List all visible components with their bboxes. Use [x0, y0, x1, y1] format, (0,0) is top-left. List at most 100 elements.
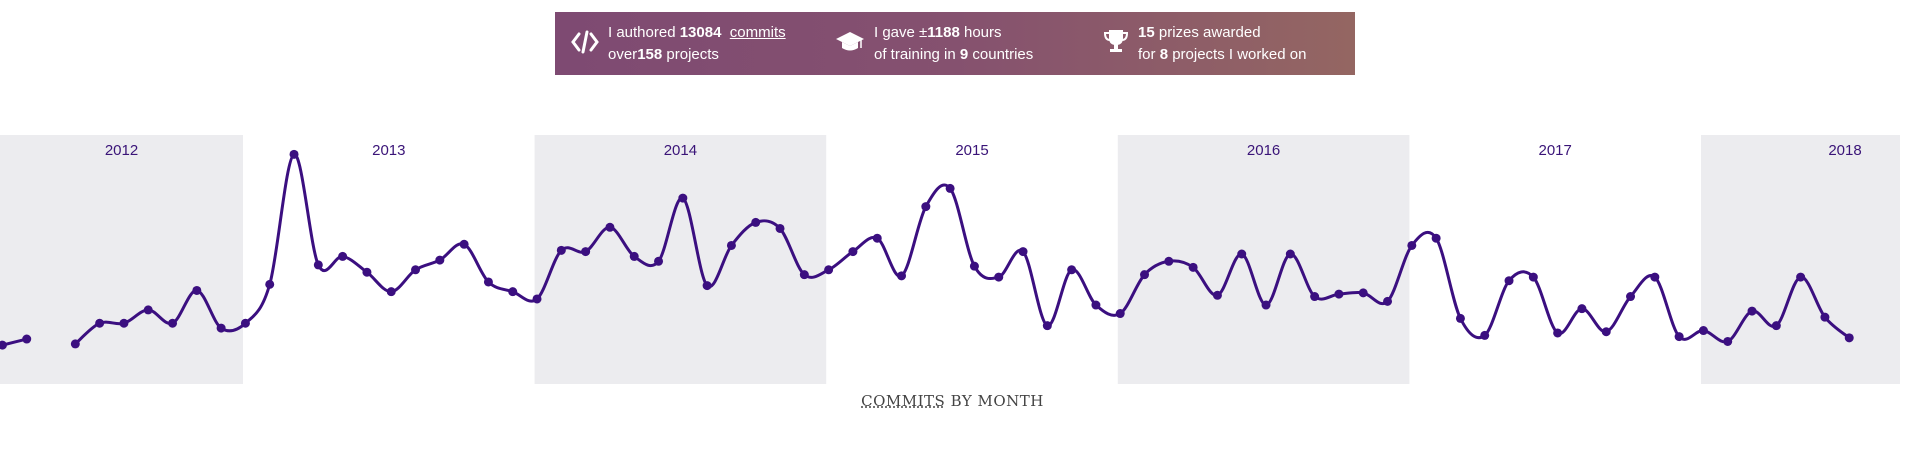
month-point	[508, 287, 518, 297]
month-point	[1674, 332, 1684, 342]
text: I authored	[608, 24, 680, 41]
month-point	[435, 255, 445, 265]
month-point	[994, 272, 1004, 282]
month-point	[1334, 289, 1344, 299]
month-point	[556, 245, 566, 255]
prize-count: 15	[1138, 24, 1155, 41]
year-label: 2014	[664, 142, 697, 159]
year-label: 2018	[1828, 142, 1861, 159]
month-point	[1018, 247, 1028, 257]
month-point	[1771, 321, 1781, 331]
month-point	[678, 193, 688, 203]
month-point	[192, 285, 202, 295]
month-point	[945, 183, 955, 193]
month-point	[1212, 290, 1222, 300]
month-point	[119, 318, 129, 328]
month-point	[1844, 333, 1854, 343]
month-point	[1504, 276, 1514, 286]
month-point	[726, 240, 736, 250]
month-point	[897, 271, 907, 281]
year-label: 2016	[1247, 142, 1280, 159]
month-point	[1358, 288, 1368, 298]
month-point	[1091, 300, 1101, 310]
month-point	[0, 340, 7, 350]
month-point	[1723, 336, 1733, 346]
month-point	[1115, 309, 1125, 319]
hours-count: 1188	[927, 24, 960, 41]
month-point	[1601, 327, 1611, 337]
country-count: 9	[959, 46, 969, 63]
month-point	[654, 256, 664, 266]
month-point	[95, 318, 105, 328]
year-label: 2017	[1539, 142, 1572, 159]
year-band	[1701, 135, 1900, 384]
text: of training in	[874, 46, 960, 63]
month-point	[605, 222, 615, 232]
month-point	[386, 287, 396, 297]
text: for	[1138, 46, 1160, 63]
month-point	[1067, 265, 1077, 275]
graduation-icon	[836, 32, 864, 51]
month-point	[1261, 300, 1271, 310]
month-point	[775, 223, 785, 233]
month-point	[1431, 233, 1441, 243]
month-point	[289, 149, 299, 159]
month-point	[70, 339, 80, 349]
month-point	[1407, 240, 1417, 250]
project-count: 158	[637, 46, 663, 63]
month-point	[483, 277, 493, 287]
month-point	[168, 318, 178, 328]
text: hours	[959, 24, 1002, 41]
text: over	[608, 46, 638, 63]
month-point	[22, 334, 32, 344]
month-point	[872, 233, 882, 243]
chart-title: COMMITS BY MONTH	[0, 392, 1905, 410]
commit-count: 13084	[679, 24, 722, 41]
trophy-icon	[1103, 30, 1129, 52]
training-stat: I gave ±1188 hours of training in 9 coun…	[874, 22, 1033, 66]
month-point	[362, 267, 372, 277]
month-point	[1528, 272, 1538, 282]
month-point	[1747, 306, 1757, 316]
commits-line	[2, 152, 1851, 347]
month-point	[1455, 313, 1465, 323]
commits-chart: 2012 2013 2014 2015 2016 2017 2018	[0, 135, 1900, 384]
month-point	[969, 261, 979, 271]
month-point	[751, 217, 761, 227]
text: countries	[968, 46, 1034, 63]
month-point	[1650, 272, 1660, 282]
month-point	[1237, 249, 1247, 259]
month-point	[1310, 292, 1320, 302]
prizes-stat: 15 prizes awarded for 8 projects I worke…	[1138, 22, 1306, 66]
month-point	[921, 202, 931, 212]
month-point	[1626, 292, 1636, 302]
year-band	[0, 135, 243, 384]
month-point	[411, 265, 421, 275]
year-label: 2015	[955, 142, 988, 159]
month-point	[1285, 249, 1295, 259]
month-point	[581, 247, 591, 257]
text: I gave ±	[874, 24, 928, 41]
month-point	[1042, 321, 1052, 331]
code-icon	[571, 30, 599, 54]
stats-banner: I authored 13084 commits over158 project…	[555, 12, 1355, 75]
year-band	[1117, 135, 1410, 384]
month-point	[1796, 272, 1806, 282]
month-point	[1480, 330, 1490, 340]
month-point	[1140, 270, 1150, 280]
month-point	[702, 281, 712, 291]
year-label: 2012	[105, 142, 138, 159]
year-label: 2013	[372, 142, 405, 159]
month-point	[1577, 304, 1587, 314]
text: prizes awarded	[1154, 24, 1261, 41]
text: projects	[662, 46, 719, 63]
month-point	[143, 305, 153, 315]
month-point	[1820, 312, 1830, 322]
project-count: 8	[1159, 46, 1169, 63]
month-point	[265, 279, 275, 289]
month-point	[1164, 256, 1174, 266]
month-point	[240, 318, 250, 328]
commits-link[interactable]: commits	[729, 24, 786, 41]
month-point	[1383, 296, 1393, 306]
